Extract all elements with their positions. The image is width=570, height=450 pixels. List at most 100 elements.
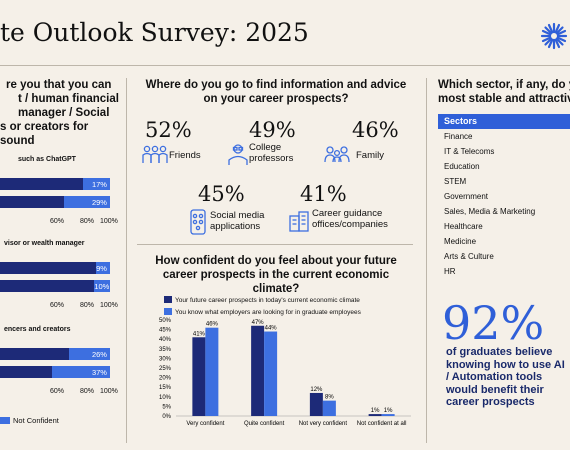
stat-professors: 49% College professors [228, 118, 296, 165]
axis-tick-label: 60% [50, 302, 65, 309]
y-tick-label: 40% [159, 337, 172, 343]
social-media-icon [190, 209, 206, 235]
stat-value: 49% [249, 118, 296, 142]
axis-tick-label: 80% [80, 388, 95, 395]
stat-social-media: 45% Social media applications [190, 182, 264, 235]
chart-bar [381, 414, 395, 416]
info-sources-panel: Where do you go to find information and … [140, 78, 412, 106]
legend-series-2-label: You know what employers are looking for … [175, 309, 361, 316]
y-tick-label: 45% [159, 328, 172, 334]
bar-value-label: 37% [91, 368, 107, 377]
office-building-icon [289, 211, 309, 232]
bar-data-label: 41% [193, 331, 206, 337]
legend-series-2: You know what employers are looking for … [164, 308, 361, 316]
axis-tick-label: 80% [80, 302, 95, 309]
stat-label: College professors [249, 142, 294, 164]
left-section-label: visor or wealth manager [4, 240, 85, 247]
y-tick-label: 25% [159, 366, 172, 372]
chart-bar [322, 400, 336, 416]
chart-bar [368, 414, 382, 416]
sector-item: Education [444, 162, 480, 171]
left-question-line: manager / Social [18, 107, 110, 119]
not-confident-bar [94, 280, 110, 292]
confident-bar [0, 366, 52, 378]
sector-item: Government [444, 192, 489, 201]
legend-swatch-series-2 [164, 308, 172, 315]
bar-data-label: 1% [371, 408, 380, 414]
y-tick-label: 10% [159, 395, 172, 401]
sectors-header: Sectors [438, 114, 570, 129]
right-panel: Which sector, if any, do y most stable a… [438, 78, 570, 279]
y-tick-label: 0% [162, 414, 171, 420]
stat-friends: 52% Friends [142, 118, 201, 163]
not-confident-bar [51, 366, 110, 378]
legend-swatch-not-confident [0, 417, 10, 424]
confident-bar [0, 348, 70, 360]
right-divider [426, 78, 427, 443]
left-section-label: encers and creators [4, 326, 71, 333]
family-icon [324, 146, 350, 163]
left-section-label: such as ChatGPT [18, 156, 76, 163]
sector-item: IT & Telecoms [444, 147, 495, 156]
not-confident-bar [69, 348, 110, 360]
y-tick-label: 15% [159, 385, 172, 391]
confident-bar [0, 178, 84, 190]
x-category-label: Not very confident [299, 421, 348, 427]
left-question-line: s or creators for sound [0, 121, 89, 147]
y-tick-label: 35% [159, 347, 172, 353]
bar-value-label: 17% [91, 180, 107, 189]
legend-not-confident-label: Not Confident [13, 416, 59, 425]
x-category-label: Very confident [186, 421, 224, 427]
chart-bar [251, 325, 265, 416]
bar-data-label: 46% [206, 322, 219, 328]
axis-tick-label: 100% [100, 218, 118, 225]
stat-career-offices: 41% Career guidance offices/companies [289, 182, 388, 232]
left-question-line: t / human financial [18, 93, 119, 105]
stat-value: 45% [198, 182, 245, 206]
confident-bar [0, 196, 65, 208]
axis-tick-label: 60% [50, 388, 65, 395]
stat-family: 46% Family [324, 118, 399, 163]
legend-not-confident: Not Confident [0, 416, 59, 425]
big-stat-text: of graduates believe knowing how to use … [446, 346, 565, 408]
not-confident-bar [64, 196, 110, 208]
axis-tick-label: 100% [100, 302, 118, 309]
y-tick-label: 50% [159, 318, 172, 324]
stat-label: Career guidance offices/companies [312, 208, 388, 230]
stat-value: 46% [352, 118, 399, 142]
stat-value: 52% [145, 118, 192, 142]
sector-question: Which sector, if any, do y most stable a… [438, 78, 570, 106]
sector-item: Arts & Culture [444, 252, 494, 261]
bar-data-label: 12% [310, 387, 323, 393]
not-confident-bar [95, 262, 110, 274]
bar-value-label: 9% [96, 264, 107, 273]
legend-series-1-label: Your future career prospects in today's … [175, 297, 360, 304]
bar-data-label: 1% [384, 408, 393, 414]
bar-value-label: 26% [91, 350, 107, 359]
chart-bar [205, 327, 219, 416]
axis-tick-label: 100% [100, 388, 118, 395]
sector-list: Sectors Finance IT & Telecoms Education STE… [438, 114, 570, 279]
sector-item: Sales, Media & Marketing [444, 207, 536, 216]
chart-bar [264, 331, 278, 416]
confident-bar [0, 262, 96, 274]
professor-icon [228, 144, 248, 165]
chart-bar [309, 392, 323, 416]
confident-bar [0, 280, 95, 292]
left-divider [126, 78, 127, 443]
confidence-bar-chart: 0% 5% 10% 15% 20% 25% 30% 35% 40% 45% 50% 41%46% Ver… [159, 318, 411, 427]
x-category-label: Quite confident [244, 421, 285, 427]
sector-question-line: Which sector, if any, do y [438, 79, 570, 91]
chart-title: How confident do you feel about your fut… [155, 255, 397, 295]
page-title: te Outlook Survey: 2025 [0, 18, 309, 47]
bar-value-label: 10% [94, 282, 110, 291]
axis-tick-label: 80% [80, 218, 95, 225]
friends-icon [142, 145, 168, 163]
sector-item: Finance [444, 132, 473, 141]
y-tick-label: 30% [159, 356, 172, 362]
stat-label: Friends [169, 150, 201, 161]
middle-divider [137, 244, 413, 245]
sector-item: Healthcare [444, 222, 483, 231]
legend-series-1: Your future career prospects in today's … [164, 296, 360, 304]
big-stat-value: 92% [442, 296, 545, 350]
